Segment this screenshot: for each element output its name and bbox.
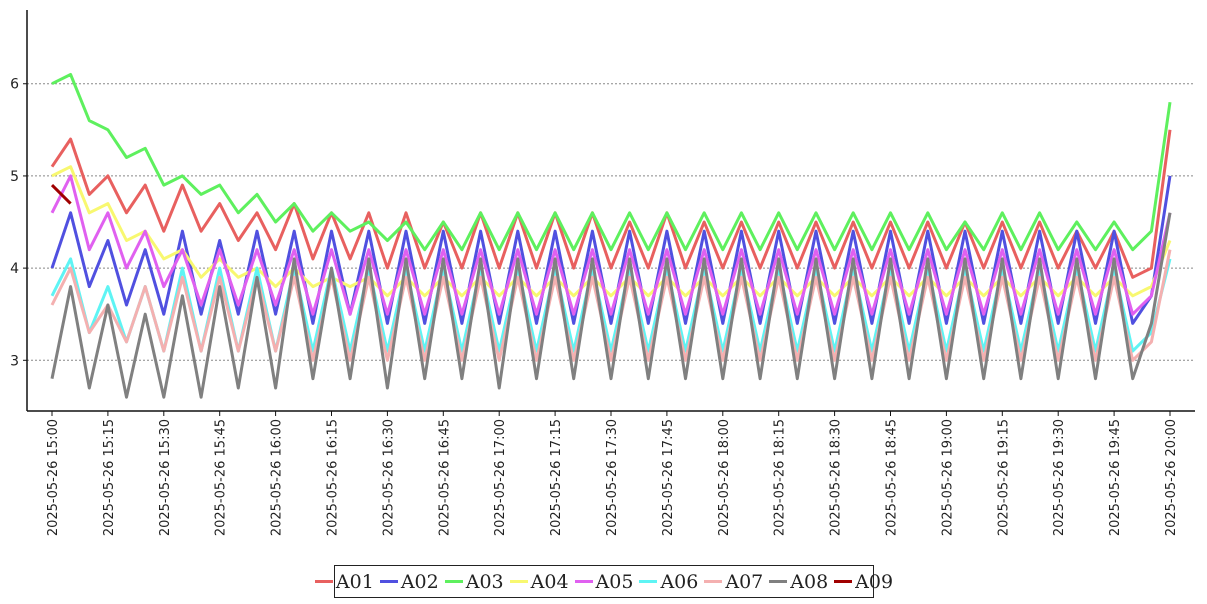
legend-swatch [379,580,398,583]
legend-item-a02: A02 [379,570,439,593]
legend-label: A04 [530,570,569,593]
x-tick-label: 2025-05-26 20:00 [1164,419,1179,536]
legend-item-a01: A01 [314,570,374,593]
series-line-a08 [50,212,1172,399]
x-tick-label: 2025-05-26 15:00 [46,419,61,536]
legend: A01 A02 A03 A04 A05 A06 A07 A08 A09 [314,565,893,598]
x-tick-label: 2025-05-26 18:00 [717,419,732,536]
y-tick-labels: 3 4 5 6 [10,77,27,369]
x-tick-label: 2025-05-26 16:15 [326,419,341,536]
x-tick-label: 2025-05-26 17:00 [493,419,508,536]
x-tick-label: 2025-05-26 16:00 [270,419,285,536]
legend-item-a09: A09 [834,571,893,593]
x-tick-label: 2025-05-26 15:15 [102,419,117,536]
legend-swatch [574,580,593,583]
x-tick-label: 2025-05-26 17:30 [605,419,620,536]
legend-item-a08: A08 [769,571,828,593]
x-tick-label: 2025-05-26 19:00 [940,419,955,536]
series-line-a04 [51,165,1172,298]
legend-swatch [769,580,788,583]
x-tick-label: 2025-05-26 16:30 [381,419,396,536]
legend-item-a06: A06 [639,571,698,593]
legend-swatch [509,580,528,583]
legend-swatch [704,580,723,583]
series-line-a06 [50,257,1172,353]
x-tick-label: 2025-05-26 19:15 [996,419,1011,536]
legend-label: A06 [660,570,699,593]
y-tick-label: 4 [10,261,19,277]
legend-label: A01 [335,570,374,593]
series-line-a02 [50,175,1172,325]
x-tick-label: 2025-05-26 18:15 [773,419,788,536]
x-tick-label: 2025-05-26 15:45 [214,419,229,536]
series-line-a03 [51,73,1172,252]
series-lines [50,73,1172,399]
legend-item-a04: A04 [509,570,569,593]
legend-item-a07: A07 [704,571,763,593]
series-line-a09 [50,184,72,205]
x-tick-label: 2025-05-26 19:45 [1108,419,1123,536]
series-line-a05 [50,174,1172,316]
legend-swatch [639,580,658,583]
x-tick-label: 2025-05-26 15:30 [158,419,173,536]
x-tick-label: 2025-05-26 16:45 [437,419,452,536]
legend-label: A02 [400,570,439,593]
x-tick-label: 2025-05-26 18:30 [829,419,844,536]
series-line-a07 [50,249,1172,362]
x-tick-label: 2025-05-26 17:45 [661,419,676,536]
x-tick-label: 2025-05-26 19:30 [1052,419,1067,536]
legend-label: A07 [725,570,764,593]
x-tick-label: 2025-05-26 17:15 [549,419,564,536]
legend-swatch [834,580,853,583]
legend-label: A05 [595,570,634,593]
legend-item-a05: A05 [574,570,634,593]
x-tick-labels: 2025-05-26 15:00 2025-05-26 15:15 2025-05-… [46,411,1179,536]
y-tick-label: 5 [10,169,19,185]
series-line-a01 [50,129,1172,279]
legend-item-a03: A03 [444,570,504,593]
legend-swatch [444,580,463,583]
y-tick-label: 3 [10,353,19,369]
legend-label: A03 [465,570,504,593]
x-tick-label: 2025-05-26 18:45 [885,419,900,536]
legend-swatch [314,580,333,583]
y-tick-label: 6 [10,77,19,93]
legend-label: A09 [855,570,894,593]
legend-label: A08 [790,570,829,593]
